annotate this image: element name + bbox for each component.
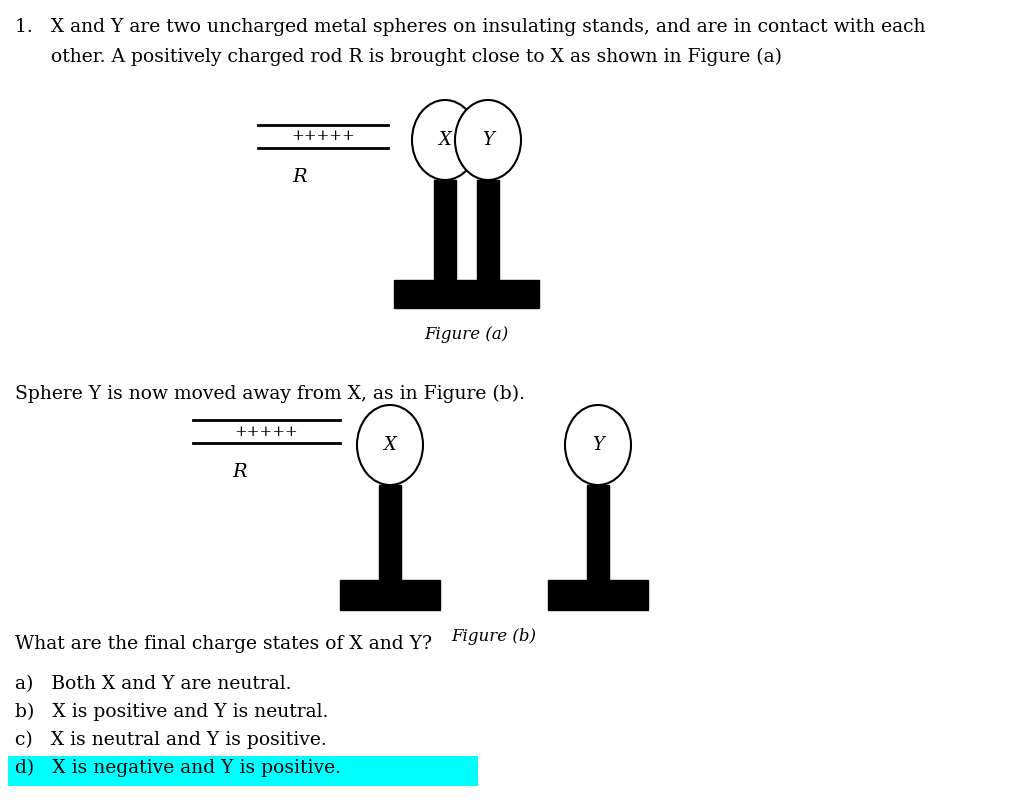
Bar (434, 180, 456, 280)
Ellipse shape (412, 100, 478, 180)
Ellipse shape (455, 100, 521, 180)
Text: d)   X is negative and Y is positive.: d) X is negative and Y is positive. (15, 759, 341, 777)
Bar (587, 485, 609, 580)
Text: Figure (b): Figure (b) (451, 628, 536, 645)
Bar (477, 180, 499, 280)
Bar (8, 756, 478, 786)
Ellipse shape (565, 405, 631, 485)
Bar (340, 580, 440, 610)
Text: b)   X is positive and Y is neutral.: b) X is positive and Y is neutral. (15, 703, 328, 721)
Text: X: X (384, 436, 397, 454)
Text: R: R (232, 463, 248, 481)
Text: Sphere Y is now moved away from X, as in Figure (b).: Sphere Y is now moved away from X, as in… (15, 385, 525, 404)
Text: Y: Y (482, 131, 494, 149)
Text: Y: Y (592, 436, 604, 454)
Bar (379, 485, 401, 580)
Text: +++++: +++++ (234, 424, 299, 438)
Text: 1.   X and Y are two uncharged metal spheres on insulating stands, and are in co: 1. X and Y are two uncharged metal spher… (15, 18, 926, 36)
Ellipse shape (357, 405, 422, 485)
Bar (548, 580, 648, 610)
Text: other. A positively charged rod R is brought close to X as shown in Figure (a): other. A positively charged rod R is bro… (15, 48, 782, 66)
Text: R: R (293, 168, 307, 186)
Bar (394, 280, 539, 308)
Text: X: X (439, 131, 451, 149)
Text: What are the final charge states of X and Y?: What are the final charge states of X an… (15, 635, 432, 653)
Text: c)   X is neutral and Y is positive.: c) X is neutral and Y is positive. (15, 731, 326, 749)
Text: a)   Both X and Y are neutral.: a) Both X and Y are neutral. (15, 675, 292, 693)
Text: +++++: +++++ (292, 129, 355, 144)
Text: Figure (a): Figure (a) (425, 326, 508, 343)
